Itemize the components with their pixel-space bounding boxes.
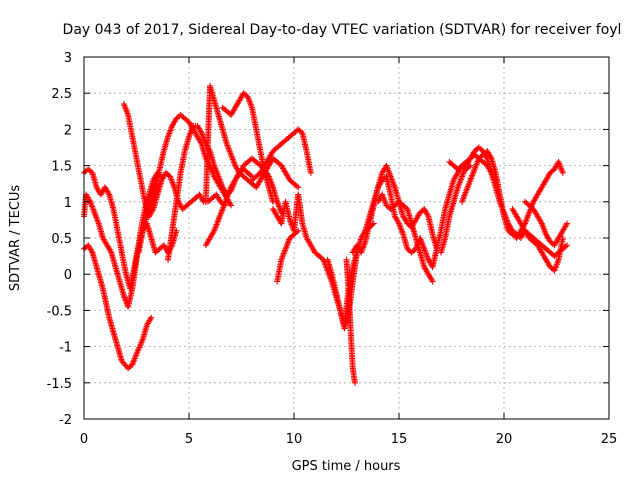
data-point-s1 bbox=[147, 316, 154, 323]
x-tick-label: 10 bbox=[286, 432, 303, 447]
y-tick-label: 2.5 bbox=[51, 87, 72, 102]
data-point-s17 bbox=[428, 276, 435, 283]
y-tick-label: 1.5 bbox=[51, 160, 72, 175]
y-tick-label: 1 bbox=[64, 196, 72, 211]
data-point-s15 bbox=[424, 211, 431, 218]
data-point-s22 bbox=[564, 220, 570, 227]
y-tick-label: -0.5 bbox=[47, 304, 72, 319]
data-point-s1 bbox=[148, 314, 155, 321]
x-tick-label: 5 bbox=[185, 432, 193, 447]
data-point-s2 bbox=[105, 190, 112, 197]
data-point-s22 bbox=[563, 221, 570, 228]
x-tick-labels: 0 5 10 15 20 25 bbox=[80, 432, 617, 447]
x-tick-label: 0 bbox=[80, 432, 88, 447]
y-tick-labels: 3 2.5 2 1.5 1 0.5 0 -0.5 -1 -1.5 -2 bbox=[47, 51, 72, 428]
data-point-s18 bbox=[564, 242, 570, 249]
data-point-s12 bbox=[295, 227, 302, 234]
data-point-s17 bbox=[429, 278, 436, 285]
data-point-s3 bbox=[107, 248, 114, 255]
y-tick-label: 2 bbox=[64, 123, 72, 138]
data-point-s16 bbox=[395, 219, 402, 226]
y-tick-label: 0 bbox=[64, 268, 72, 283]
y-tick-label: 0.5 bbox=[51, 232, 72, 247]
data-point-s6 bbox=[247, 172, 254, 179]
data-point-s9 bbox=[210, 229, 217, 236]
data-point-s14 bbox=[351, 379, 358, 386]
y-axis-label: SDTVAR / TECUs bbox=[8, 185, 23, 292]
data-point-s12 bbox=[293, 228, 300, 235]
data-points bbox=[81, 82, 570, 386]
y-tick-label: -1.5 bbox=[47, 377, 72, 392]
y-tick-label: -2 bbox=[59, 413, 72, 428]
x-axis-label: GPS time / hours bbox=[292, 459, 401, 474]
data-point-s7 bbox=[293, 183, 300, 190]
gridlines bbox=[84, 57, 609, 419]
data-point-s4 bbox=[149, 207, 156, 214]
data-point-s20 bbox=[559, 169, 566, 176]
data-point-s20 bbox=[487, 153, 494, 160]
x-tick-label: 20 bbox=[496, 432, 513, 447]
x-tick-label: 25 bbox=[601, 432, 618, 447]
data-point-s3 bbox=[86, 197, 93, 204]
y-tick-label: 3 bbox=[64, 51, 72, 66]
axis-ticks bbox=[83, 56, 610, 420]
data-point-s9 bbox=[264, 172, 271, 179]
y-tick-label: -1 bbox=[59, 341, 72, 356]
data-point-s22 bbox=[537, 219, 544, 226]
data-point-s1 bbox=[88, 248, 95, 255]
data-point-s10 bbox=[307, 169, 314, 176]
data-point-s5 bbox=[227, 200, 234, 207]
chart-title: Day 043 of 2017, Sidereal Day-to-day VTE… bbox=[63, 22, 622, 38]
data-point-s5 bbox=[228, 202, 234, 209]
data-point-s6 bbox=[197, 128, 204, 135]
data-point-s7 bbox=[295, 184, 302, 191]
x-tick-label: 15 bbox=[391, 432, 408, 447]
